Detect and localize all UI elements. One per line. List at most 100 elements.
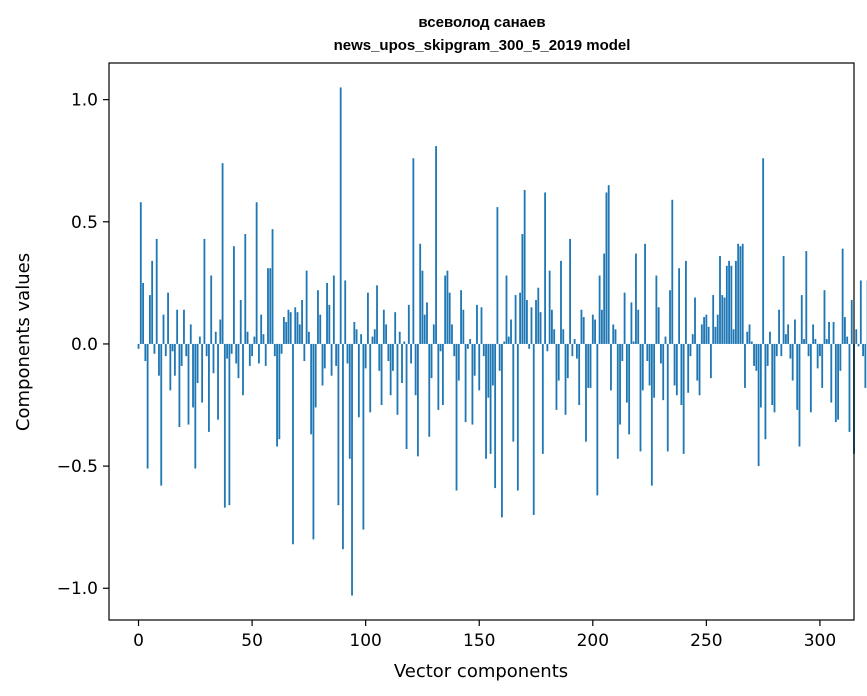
bar-125 bbox=[421, 270, 424, 344]
bar-162 bbox=[505, 275, 508, 344]
bar-144 bbox=[464, 343, 467, 423]
bar-78 bbox=[314, 343, 317, 408]
bar-104 bbox=[373, 329, 376, 344]
bar-21 bbox=[185, 343, 188, 357]
bar-86 bbox=[332, 275, 335, 344]
bar-53 bbox=[258, 343, 260, 364]
bar-246 bbox=[696, 343, 699, 381]
bar-118 bbox=[405, 343, 408, 449]
bar-175 bbox=[535, 299, 537, 344]
bar-194 bbox=[578, 343, 581, 406]
bar-281 bbox=[775, 343, 778, 357]
bar-258 bbox=[723, 297, 726, 344]
bar-275 bbox=[762, 158, 765, 344]
bar-107 bbox=[380, 343, 383, 406]
bar-186 bbox=[560, 260, 562, 344]
bar-94 bbox=[351, 343, 353, 596]
bar-221 bbox=[639, 343, 642, 452]
bar-309 bbox=[839, 343, 842, 371]
bar-33 bbox=[212, 343, 215, 374]
bar-18 bbox=[178, 343, 181, 427]
bar-167 bbox=[516, 343, 519, 491]
bar-series bbox=[137, 87, 867, 596]
bar-109 bbox=[385, 324, 388, 344]
bar-141 bbox=[457, 343, 460, 381]
bar-288 bbox=[791, 343, 794, 381]
bar-126 bbox=[423, 314, 426, 344]
bar-289 bbox=[794, 319, 796, 344]
bar-127 bbox=[426, 302, 428, 344]
bar-79 bbox=[317, 290, 319, 344]
bar-147 bbox=[471, 343, 474, 425]
bar-263 bbox=[734, 260, 737, 344]
bar-16 bbox=[173, 343, 176, 376]
bar-279 bbox=[771, 343, 774, 406]
bar-188 bbox=[564, 343, 567, 415]
bar-276 bbox=[764, 343, 767, 440]
bar-297 bbox=[812, 324, 815, 344]
bar-128 bbox=[428, 343, 431, 437]
bar-232 bbox=[664, 336, 667, 344]
bar-122 bbox=[414, 343, 417, 396]
bar-256 bbox=[719, 256, 721, 344]
bar-100 bbox=[364, 343, 367, 369]
bar-155 bbox=[489, 343, 492, 454]
bar-285 bbox=[784, 334, 787, 344]
bar-290 bbox=[796, 343, 799, 410]
bar-251 bbox=[707, 326, 710, 344]
bar-187 bbox=[562, 329, 565, 344]
bar-156 bbox=[491, 343, 494, 386]
bar-318 bbox=[859, 280, 862, 344]
x-tick-label: 150 bbox=[463, 631, 495, 651]
bar-27 bbox=[198, 336, 201, 344]
bar-110 bbox=[387, 343, 390, 362]
bar-116 bbox=[401, 343, 403, 384]
bar-57 bbox=[267, 268, 269, 344]
y-axis-label: Components values bbox=[13, 253, 34, 431]
bar-304 bbox=[828, 321, 830, 344]
bar-249 bbox=[703, 317, 705, 344]
bar-274 bbox=[759, 343, 762, 408]
bar-312 bbox=[846, 336, 849, 344]
bar-247 bbox=[698, 343, 701, 396]
bar-37 bbox=[221, 163, 224, 344]
bar-63 bbox=[280, 343, 283, 354]
bar-185 bbox=[557, 343, 560, 381]
bar-52 bbox=[255, 202, 258, 344]
bar-10 bbox=[160, 343, 163, 486]
bar-119 bbox=[407, 304, 410, 344]
x-tick-label: 200 bbox=[577, 631, 609, 651]
bar-166 bbox=[514, 295, 517, 344]
bar-67 bbox=[289, 312, 292, 344]
bar-6 bbox=[151, 260, 154, 344]
bar-54 bbox=[260, 314, 263, 344]
bar-74 bbox=[305, 270, 308, 344]
bar-205 bbox=[603, 253, 606, 344]
bar-89 bbox=[339, 87, 342, 344]
bar-257 bbox=[721, 295, 724, 344]
bar-123 bbox=[416, 343, 419, 457]
bar-197 bbox=[585, 343, 587, 442]
bar-259 bbox=[725, 265, 728, 344]
bar-152 bbox=[482, 343, 485, 357]
bar-301 bbox=[821, 343, 824, 388]
bar-45 bbox=[239, 299, 242, 344]
bar-225 bbox=[648, 343, 651, 386]
bar-92 bbox=[346, 343, 349, 364]
bar-203 bbox=[598, 275, 601, 344]
bar-105 bbox=[376, 285, 378, 344]
bar-85 bbox=[330, 343, 333, 376]
bar-220 bbox=[637, 309, 640, 344]
bar-42 bbox=[233, 246, 235, 344]
bar-240 bbox=[682, 343, 685, 454]
bar-169 bbox=[521, 234, 524, 344]
bar-73 bbox=[303, 343, 306, 362]
bar-2 bbox=[142, 282, 144, 344]
bar-55 bbox=[262, 334, 265, 344]
bar-234 bbox=[669, 290, 671, 344]
x-tick-label: 0 bbox=[133, 631, 144, 651]
bar-209 bbox=[612, 324, 615, 344]
bar-108 bbox=[382, 309, 385, 344]
bar-130 bbox=[432, 324, 435, 344]
bar-314 bbox=[850, 299, 853, 344]
